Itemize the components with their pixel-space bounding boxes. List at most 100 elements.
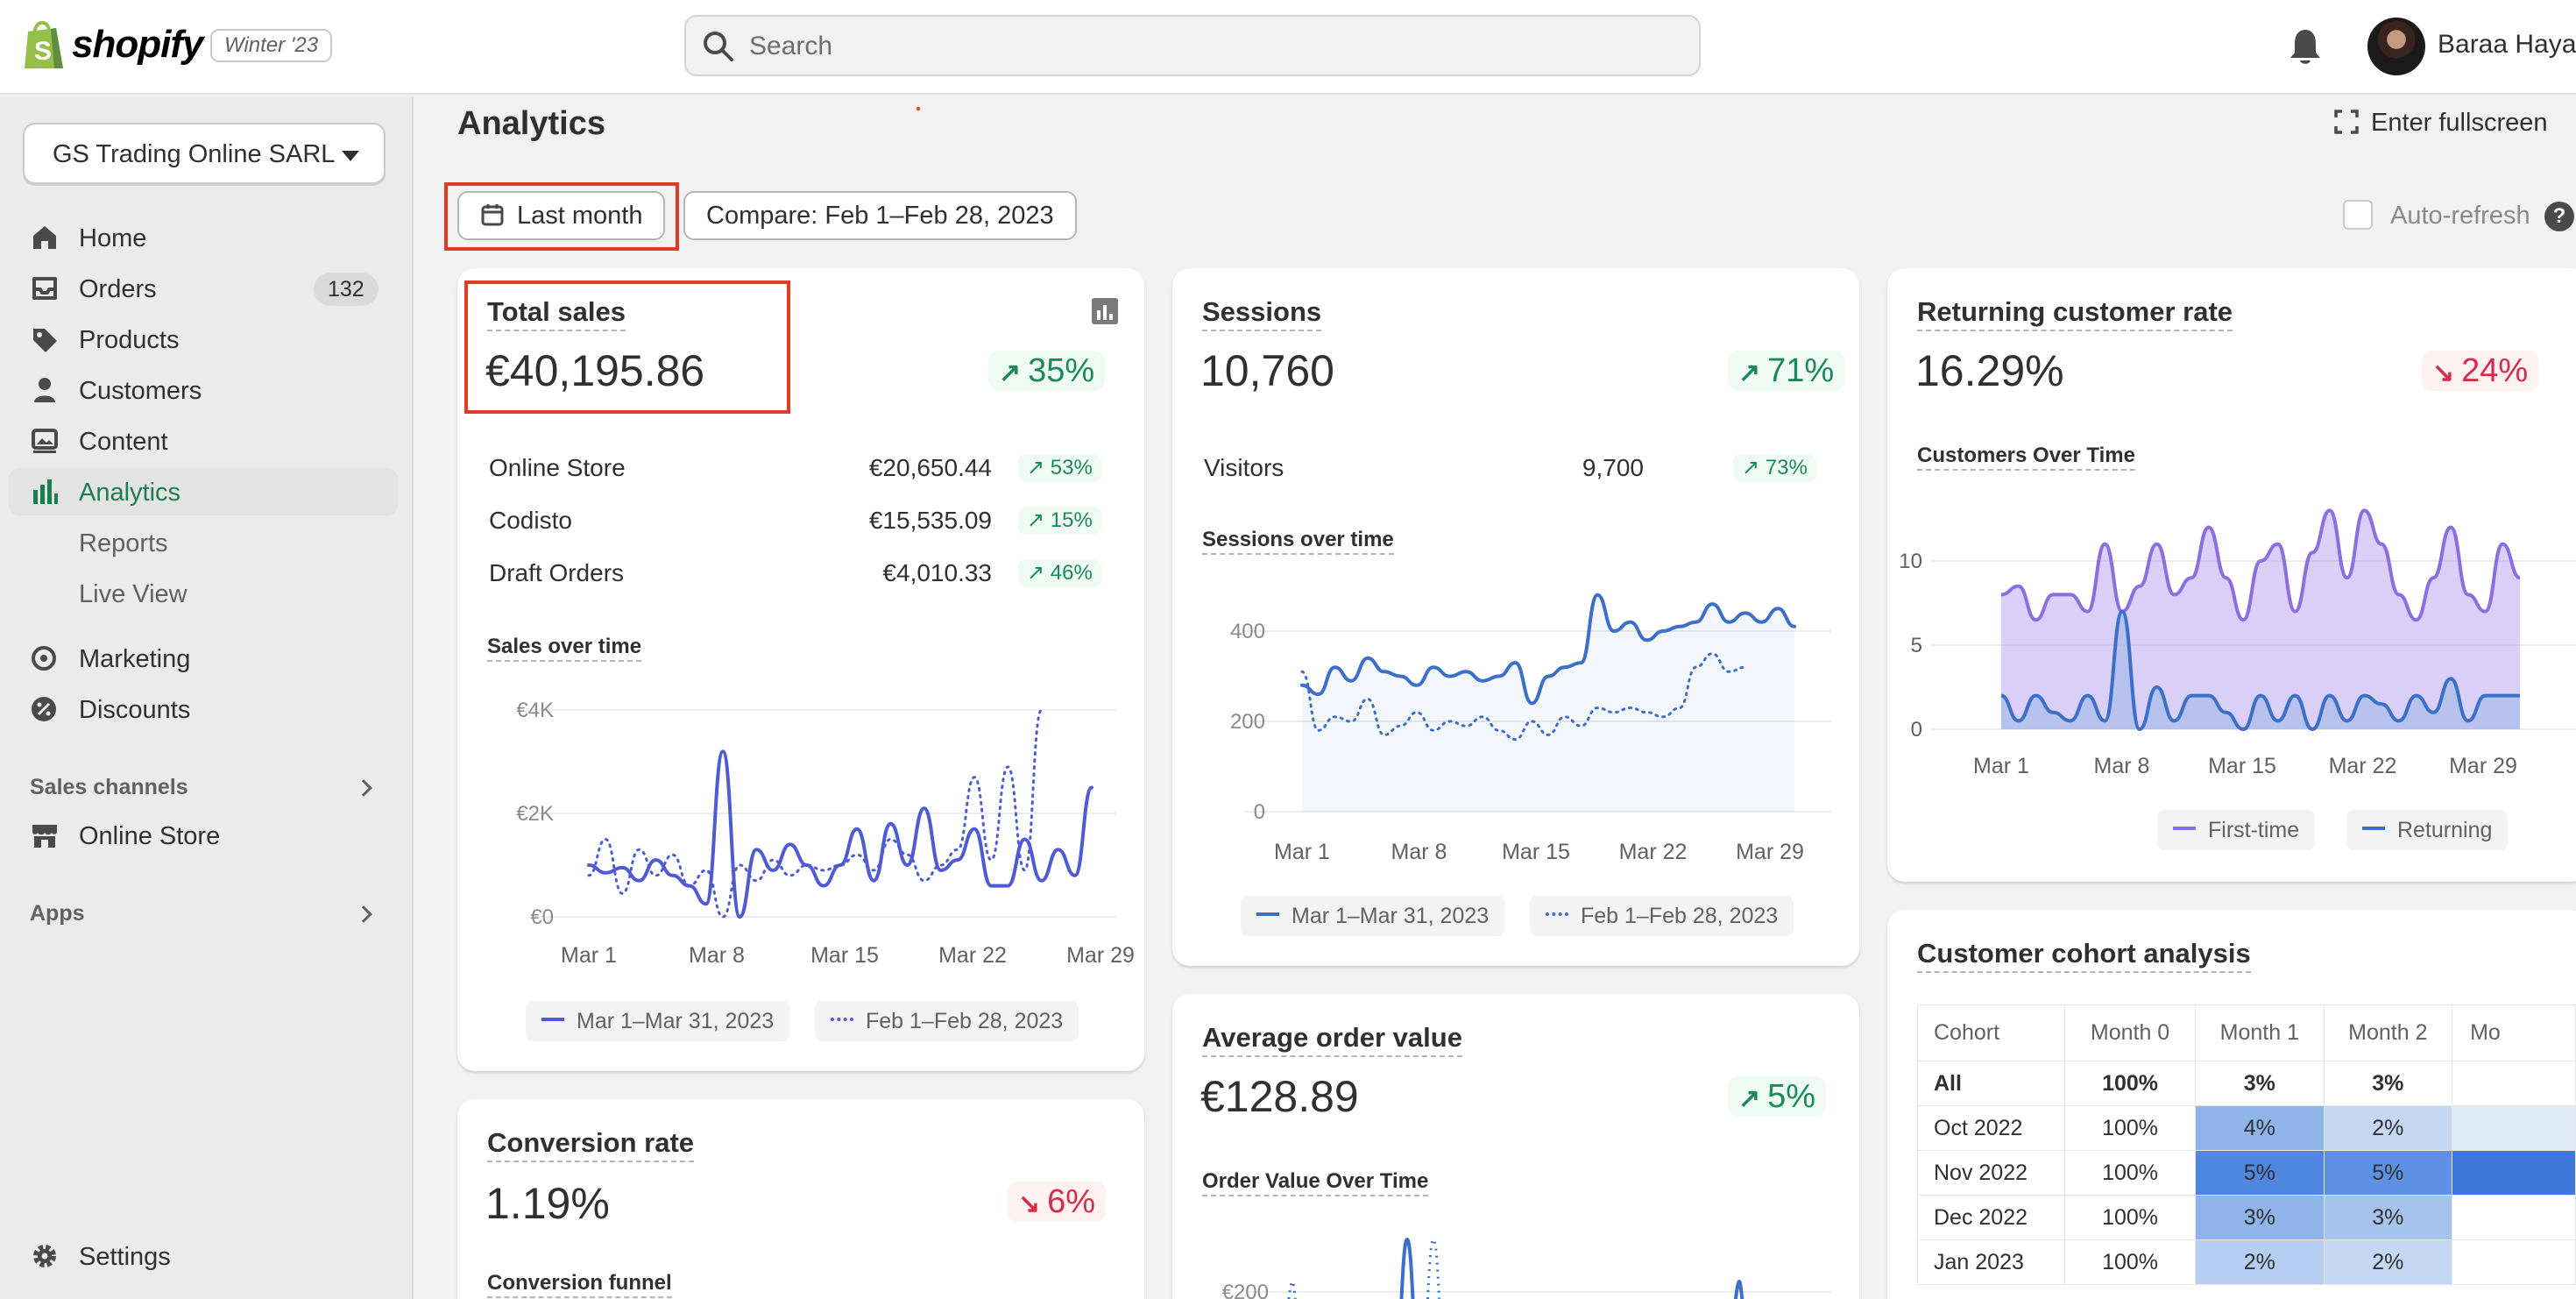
sidebar-item-products[interactable]: Products: [9, 316, 398, 363]
sidebar-item-live-view[interactable]: Live View: [9, 570, 398, 617]
y-axis-tick-label: €4K: [516, 699, 554, 722]
breakdown-change: ↗ 46%: [1018, 559, 1101, 587]
breakdown-value: €20,650.44: [868, 454, 992, 481]
fullscreen-icon: [2334, 110, 2359, 134]
sessions-over-time-chart[interactable]: 0 200 400 Mar 1 Mar 8 Mar 15 Mar 22 Mar 29: [1172, 566, 1859, 882]
sidebar-item-content[interactable]: Content: [9, 417, 398, 465]
breakdown-change: ↗ 53%: [1018, 454, 1101, 482]
sales-channels-heading[interactable]: Sales channels: [30, 775, 188, 799]
bar-chart-icon[interactable]: [1092, 298, 1118, 324]
order-value-previous-line: [1426, 1238, 1440, 1299]
cohort-cell: [2452, 1239, 2576, 1285]
date-range-button[interactable]: Last month: [457, 191, 666, 240]
auto-refresh-label: Auto-refresh: [2390, 202, 2530, 230]
x-axis-tick-label: Mar 15: [2208, 754, 2276, 777]
legend-returning-label: Returning: [2397, 818, 2493, 842]
legend-first-time[interactable]: First-time: [2157, 810, 2316, 850]
y-axis-tick-label: €2K: [516, 802, 554, 826]
customers-chart-title[interactable]: Customers Over Time: [1917, 444, 2135, 471]
shopify-bag-icon[interactable]: S: [21, 19, 67, 70]
legend-previous[interactable]: Feb 1–Feb 28, 2023: [1530, 896, 1794, 936]
aov-chart-title[interactable]: Order Value Over Time: [1202, 1169, 1429, 1196]
notification-bell-icon[interactable]: [2287, 26, 2324, 67]
legend-current-label: Mar 1–Mar 31, 2023: [577, 1009, 775, 1033]
cohort-row: Oct 2022 100% 4% 2%: [1916, 1105, 2576, 1151]
order-value-line: [1733, 1280, 1744, 1299]
cohort-cell: [2452, 1105, 2576, 1151]
legend-previous[interactable]: Feb 1–Feb 28, 2023: [815, 1001, 1079, 1041]
x-axis-tick-label: Mar 15: [810, 943, 879, 968]
order-value-previous-line: [1287, 1280, 1297, 1299]
breakdown-change-value: 15%: [1050, 508, 1093, 532]
x-axis-tick-label: Mar 22: [2329, 754, 2397, 777]
legend-returning-swatch: [2362, 827, 2385, 830]
search-input[interactable]: [749, 29, 1678, 64]
chevron-right-icon[interactable]: [355, 905, 372, 923]
user-name[interactable]: Baraa Hayani: [2438, 30, 2576, 59]
orders-count-badge: 132: [314, 273, 379, 306]
sidebar-item-home[interactable]: Home: [9, 214, 398, 261]
date-range-label: Last month: [517, 202, 643, 230]
sales-over-time-chart[interactable]: €0 €2K €4K Mar 1 Mar 8 Mar 15 Mar 22 Mar 29: [457, 663, 1144, 987]
cohort-title[interactable]: Customer cohort analysis: [1917, 938, 2251, 973]
sessions-chart-title[interactable]: Sessions over time: [1202, 528, 1394, 555]
sidebar-item-discounts[interactable]: Discounts: [9, 685, 398, 733]
cohort-header-row: Cohort Month 0 Month 1 Month 2 Mo: [1916, 1004, 2576, 1061]
help-icon[interactable]: ?: [2544, 202, 2574, 231]
cohort-row: Dec 2022 100% 3% 3%: [1916, 1195, 2576, 1240]
sidebar-item-label: Orders: [79, 275, 157, 303]
sidebar-item-orders[interactable]: Orders 132: [9, 265, 398, 312]
sidebar-item-customers[interactable]: Customers: [9, 366, 398, 414]
y-axis-tick-label: €200: [1222, 1281, 1269, 1299]
auto-refresh-checkbox[interactable]: [2343, 200, 2373, 230]
sidebar-item-marketing[interactable]: Marketing: [9, 635, 398, 682]
returning-rate-title[interactable]: Returning customer rate: [1917, 296, 2233, 331]
y-axis-tick-label: 10: [1899, 550, 1922, 573]
search-icon: [704, 32, 733, 61]
enter-fullscreen-button[interactable]: Enter fullscreen: [2334, 109, 2548, 138]
chevron-right-icon[interactable]: [355, 779, 372, 797]
aov-title[interactable]: Average order value: [1202, 1022, 1462, 1057]
visitors-change-value: 73%: [1765, 456, 1808, 479]
sidebar-item-analytics[interactable]: Analytics: [9, 468, 398, 515]
legend-current[interactable]: Mar 1–Mar 31, 2023: [526, 1001, 790, 1041]
y-axis-tick-label: 200: [1230, 710, 1265, 734]
user-avatar[interactable]: [2367, 18, 2425, 75]
apps-heading[interactable]: Apps: [30, 901, 85, 926]
breakdown-label: Online Store: [489, 454, 626, 481]
target-icon: [32, 646, 56, 671]
conversion-rate-title[interactable]: Conversion rate: [487, 1127, 695, 1162]
cohort-label: Jan 2023: [1916, 1239, 2066, 1285]
sidebar-item-label: Customers: [79, 377, 202, 405]
customers-over-time-chart[interactable]: 0 5 10 Mar 1 Mar 8 Mar 15 Mar 22 Mar 29: [1887, 479, 2576, 777]
cohort-cell: [2452, 1150, 2576, 1196]
legend-solid-swatch: [541, 1018, 564, 1021]
store-selector[interactable]: GS Trading Online SARL: [23, 123, 386, 184]
search-bar[interactable]: [684, 15, 1701, 76]
average-order-value-card: Average order value €128.89 ↗ 5% Order Va…: [1172, 994, 1859, 1299]
current-period-line: [587, 749, 1093, 919]
sessions-title[interactable]: Sessions: [1202, 296, 1322, 331]
visitors-label: Visitors: [1204, 454, 1284, 481]
sidebar-item-online-store[interactable]: Online Store: [9, 812, 398, 859]
sidebar-item-reports[interactable]: Reports: [9, 519, 398, 566]
returning-area: [2001, 611, 2520, 729]
conversion-funnel-title[interactable]: Conversion funnel: [487, 1271, 672, 1298]
sidebar-item-label: Analytics: [79, 479, 181, 507]
aov-value: €128.89: [1200, 1072, 1359, 1121]
order-value-line: [1399, 1237, 1415, 1299]
page-title: Analytics: [457, 105, 605, 142]
sidebar-item-label: Settings: [79, 1243, 171, 1271]
cohort-row: All 100% 3% 3%: [1916, 1061, 2576, 1106]
compare-button[interactable]: Compare: Feb 1–Feb 28, 2023: [683, 191, 1077, 240]
legend-returning[interactable]: Returning: [2346, 810, 2509, 850]
total-sales-title[interactable]: Total sales: [487, 296, 626, 331]
order-value-chart[interactable]: €200: [1172, 1204, 1859, 1299]
sales-chart-title[interactable]: Sales over time: [487, 635, 642, 662]
conversion-rate-card: Conversion rate 1.19% ↘ 6% Conversion fun…: [457, 1099, 1144, 1299]
sidebar-item-settings[interactable]: Settings: [9, 1232, 398, 1280]
shopify-logo-text[interactable]: shopify: [72, 23, 203, 66]
legend-current[interactable]: Mar 1–Mar 31, 2023: [1241, 896, 1505, 936]
sidebar-item-label: Marketing: [79, 645, 191, 673]
arrow-up-right-icon: ↗: [1738, 358, 1761, 387]
